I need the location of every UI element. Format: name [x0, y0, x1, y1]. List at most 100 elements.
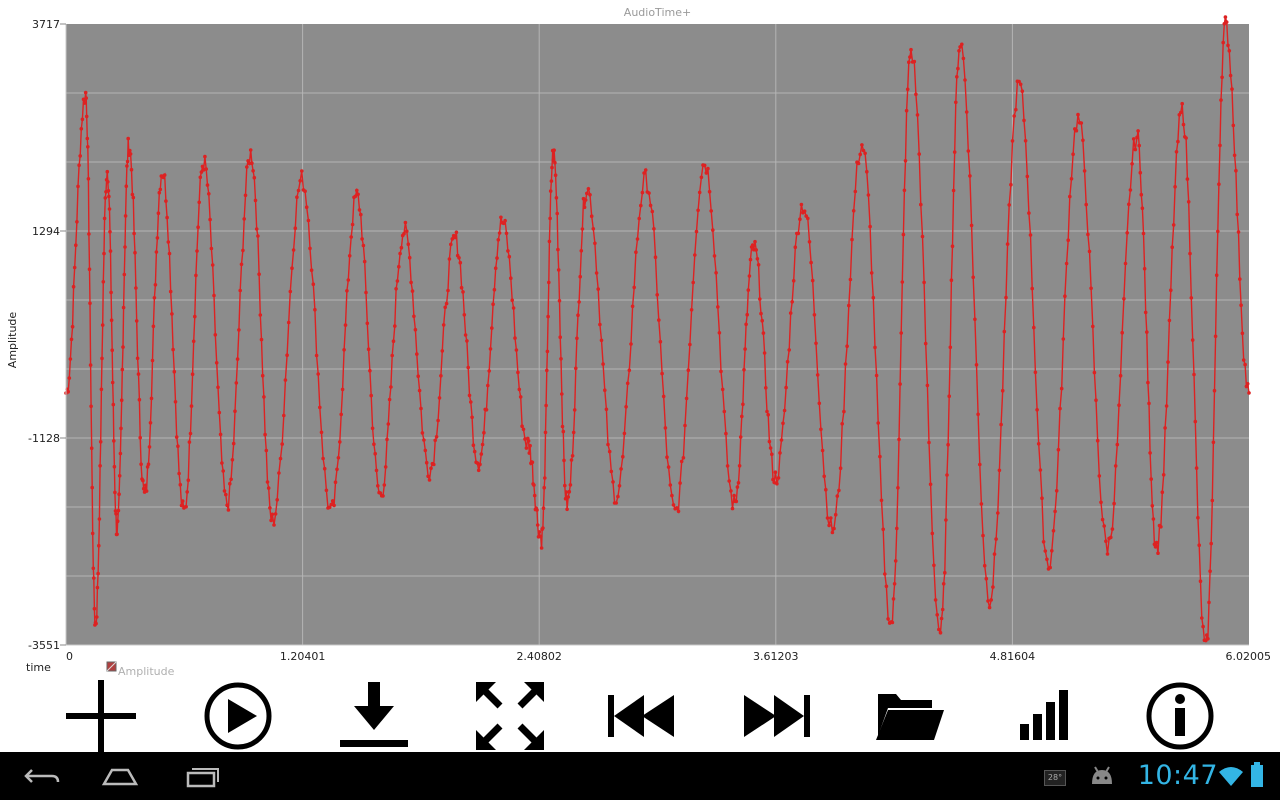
- data-point: [417, 388, 422, 393]
- data-point: [1120, 330, 1124, 335]
- data-point: [948, 345, 953, 350]
- data-point: [513, 336, 517, 340]
- data-point: [935, 613, 939, 617]
- data-point: [788, 311, 793, 315]
- data-point: [389, 385, 393, 389]
- data-point: [386, 422, 391, 426]
- data-point: [311, 282, 316, 287]
- data-point: [928, 482, 933, 487]
- data-point: [658, 339, 663, 344]
- data-point: [955, 75, 959, 79]
- back-button[interactable]: [20, 752, 64, 800]
- data-point: [892, 582, 897, 586]
- data-point: [82, 101, 87, 105]
- data-point: [89, 446, 94, 451]
- data-point: [397, 264, 401, 269]
- data-point: [121, 305, 126, 310]
- data-point: [958, 45, 962, 49]
- data-point: [845, 344, 849, 349]
- data-point: [822, 474, 826, 479]
- data-point: [1184, 136, 1188, 140]
- data-point: [616, 494, 620, 499]
- data-point: [1068, 194, 1072, 199]
- data-point: [950, 244, 955, 248]
- data-point: [133, 250, 137, 255]
- data-point: [886, 617, 890, 621]
- download-button[interactable]: [324, 680, 424, 752]
- data-point: [815, 373, 820, 377]
- data-point: [517, 387, 522, 392]
- data-point: [648, 203, 653, 208]
- home-button[interactable]: [98, 752, 142, 800]
- data-point: [1043, 549, 1048, 553]
- data-point: [120, 367, 125, 372]
- data-point: [116, 508, 121, 513]
- data-point: [711, 228, 715, 232]
- skip-forward-button[interactable]: [726, 680, 826, 752]
- data-point: [486, 383, 490, 388]
- data-point: [1228, 73, 1233, 78]
- data-point: [83, 90, 88, 95]
- data-point: [773, 470, 778, 475]
- data-point: [196, 225, 200, 229]
- data-point: [458, 260, 463, 265]
- data-point: [907, 60, 911, 64]
- data-point: [635, 237, 640, 241]
- data-point: [99, 387, 104, 392]
- data-point: [155, 236, 160, 240]
- data-point: [197, 200, 201, 205]
- data-point: [1000, 388, 1005, 393]
- data-point: [720, 387, 725, 392]
- data-point: [434, 435, 439, 439]
- data-point: [842, 409, 846, 414]
- data-point: [446, 288, 450, 293]
- signal-button[interactable]: [994, 680, 1094, 752]
- recent-apps-button[interactable]: [180, 752, 224, 800]
- data-point: [479, 452, 484, 456]
- download-icon: [340, 682, 408, 747]
- data-point: [905, 87, 910, 92]
- data-point: [941, 582, 946, 586]
- data-point: [1146, 380, 1150, 385]
- data-point: [741, 402, 745, 407]
- data-point: [923, 341, 928, 346]
- data-point: [75, 220, 79, 224]
- data-point: [614, 501, 618, 505]
- open-folder-button[interactable]: [860, 680, 960, 752]
- data-point: [141, 478, 145, 483]
- data-point: [205, 183, 210, 187]
- data-point: [1190, 338, 1195, 342]
- data-point: [188, 431, 193, 436]
- data-point: [717, 331, 722, 335]
- data-point: [565, 507, 569, 512]
- data-point: [128, 148, 132, 153]
- signal-bars-icon: [1020, 690, 1068, 740]
- data-point: [68, 357, 73, 361]
- add-button[interactable]: [52, 680, 152, 752]
- data-point: [1209, 541, 1213, 546]
- data-point: [558, 335, 562, 340]
- data-point: [217, 410, 222, 415]
- data-point: [861, 148, 866, 153]
- data-point: [547, 280, 551, 285]
- data-point: [725, 464, 730, 468]
- data-point: [1127, 202, 1131, 207]
- skip-back-button[interactable]: [592, 680, 692, 752]
- fullscreen-button[interactable]: [460, 680, 560, 752]
- data-point: [657, 318, 661, 322]
- data-point: [1234, 168, 1238, 173]
- info-button[interactable]: [1130, 680, 1230, 752]
- data-point: [770, 452, 774, 457]
- data-point: [124, 184, 129, 188]
- data-point: [395, 279, 400, 283]
- data-point: [1066, 238, 1070, 242]
- data-point: [1201, 624, 1205, 629]
- data-point: [879, 498, 884, 503]
- data-point: [735, 485, 740, 489]
- play-button[interactable]: [188, 680, 288, 752]
- data-point: [112, 464, 117, 469]
- data-point: [945, 473, 949, 477]
- data-point: [1123, 261, 1128, 266]
- data-point: [825, 516, 830, 520]
- data-point: [874, 373, 879, 378]
